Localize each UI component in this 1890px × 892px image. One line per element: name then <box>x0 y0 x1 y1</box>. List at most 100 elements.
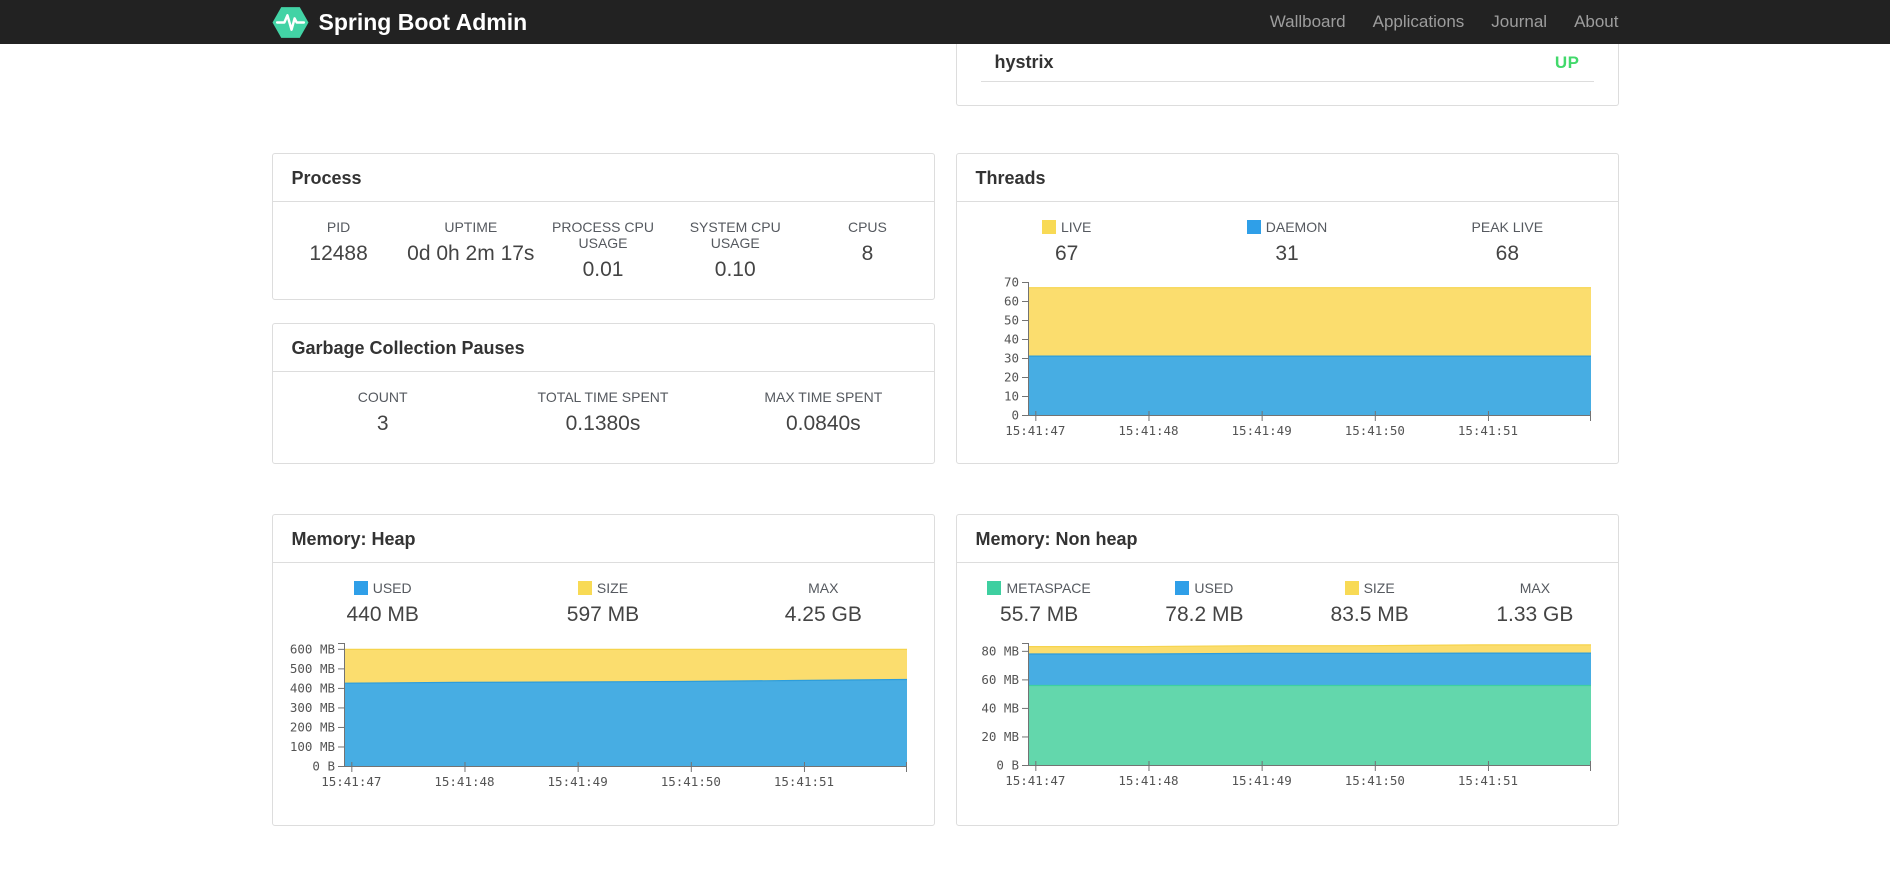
brand-logo-icon <box>272 6 308 38</box>
metric-label: CPUS <box>847 219 887 235</box>
legend-swatch-used <box>1175 581 1190 595</box>
metric-value: 68 <box>1495 242 1519 265</box>
row-memory: Memory: Heap USED 440 MB SIZE 597 MB MAX 4.25… <box>271 514 1619 826</box>
metric-value: 0.10 <box>714 258 756 281</box>
card-title: Process <box>272 154 934 202</box>
metric-system-cpu-usage: SYSTEM CPU USAGE 0.10 <box>669 219 801 283</box>
nav-item-journal[interactable]: Journal <box>1491 12 1548 31</box>
health-status-badge: UP <box>1554 53 1580 72</box>
metric-label: SYSTEM CPU USAGE <box>689 219 781 251</box>
metric-label: TOTAL TIME SPENT <box>537 389 669 405</box>
x-tick-label: 15:41:50 <box>1344 423 1404 438</box>
metric-max-time-spent: MAX TIME SPENT 0.0840s <box>713 389 933 437</box>
nav-item-applications[interactable]: Applications <box>1372 12 1465 31</box>
nav-links: Wallboard Applications Journal About <box>1270 12 1619 32</box>
legend-swatch-size <box>577 581 592 595</box>
memory-nonheap-chart: 0 B 20 MB 40 MB 60 MB 80 MB 15:41:47 15:41:48 1… <box>981 643 1591 788</box>
area-metaspace <box>1027 685 1591 765</box>
x-tick-label: 15:41:48 <box>434 774 494 789</box>
card-title: Memory: Heap <box>272 515 934 563</box>
x-tick-label: 15:41:51 <box>773 774 833 789</box>
metrics-row: METASPACE 55.7 MB USED 78.2 MB SIZE 83.5 MB MA… <box>957 563 1618 628</box>
metric-value: 83.5 MB <box>1330 603 1409 626</box>
metric-label: SIZE <box>1287 580 1452 596</box>
metric-value: 55.7 MB <box>1000 603 1079 626</box>
y-tick-label: 20 <box>1003 370 1018 385</box>
metric-label: UPTIME <box>444 219 498 235</box>
metric-label: METASPACE <box>957 580 1122 596</box>
nav-item-about[interactable]: About <box>1574 12 1619 31</box>
legend-swatch-metaspace <box>987 581 1002 595</box>
metric-used: USED 440 MB <box>273 580 493 628</box>
x-tick-label: 15:41:50 <box>1344 773 1404 788</box>
metrics-row: USED 440 MB SIZE 597 MB MAX 4.25 GB <box>273 563 934 628</box>
x-tick-label: 15:41:48 <box>1118 423 1178 438</box>
metric-label: MAX <box>808 580 839 596</box>
memory-nonheap-card: Memory: Non heap METASPACE 55.7 MB USED 78.… <box>955 514 1619 826</box>
brand[interactable]: Spring Boot Admin <box>272 6 527 39</box>
y-tick-label: 200 MB <box>289 719 334 734</box>
y-tick-label: 60 <box>1003 294 1018 309</box>
y-tick-label: 10 <box>1003 389 1018 404</box>
x-tick-label: 15:41:49 <box>1231 773 1291 788</box>
y-tick-label: 40 <box>1003 332 1018 347</box>
metric-max: MAX 1.33 GB <box>1452 580 1617 628</box>
memory-heap-card: Memory: Heap USED 440 MB SIZE 597 MB MAX 4.25… <box>271 514 935 826</box>
metric-value: 1.33 GB <box>1496 603 1574 626</box>
area-used <box>343 679 907 766</box>
card-title: Memory: Non heap <box>956 515 1618 563</box>
row-health: hystrix UP <box>272 44 1619 106</box>
metric-size: SIZE 597 MB <box>493 580 713 628</box>
x-tick-label: 15:41:48 <box>1118 773 1178 788</box>
legend-swatch-live <box>1041 220 1056 234</box>
metric-max: MAX 4.25 GB <box>713 580 933 628</box>
memory-heap-chart: 0 B 100 MB 200 MB 300 MB 400 MB 500 MB 600 MB 1… <box>289 641 907 789</box>
y-tick-label: 50 <box>1003 313 1018 328</box>
y-tick-label: 600 MB <box>289 641 334 656</box>
x-tick-label: 15:41:51 <box>1457 423 1517 438</box>
metric-daemon: DAEMON 31 <box>1177 219 1397 267</box>
metric-cpus: CPUS 8 <box>801 219 933 283</box>
metric-value: 8 <box>861 242 874 265</box>
metric-label: PID <box>326 219 351 235</box>
application-health-card: hystrix UP <box>955 44 1619 106</box>
card-title: Garbage Collection Pauses <box>272 324 934 372</box>
card-title: Threads <box>956 154 1618 202</box>
metric-value: 31 <box>1275 242 1299 265</box>
nav-item-wallboard[interactable]: Wallboard <box>1269 12 1346 31</box>
y-tick-label: 0 B <box>312 759 335 774</box>
x-tick-label: 15:41:51 <box>1457 773 1517 788</box>
y-tick-label: 80 MB <box>981 643 1019 658</box>
metric-pid: PID 12488 <box>273 219 405 283</box>
x-tick-label: 15:41:47 <box>321 774 381 789</box>
metric-metaspace: METASPACE 55.7 MB <box>957 580 1122 628</box>
metric-value: 67 <box>1054 242 1079 265</box>
metric-label: PROCESS CPU USAGE <box>552 219 654 251</box>
navbar: Spring Boot Admin Wallboard Applications J… <box>0 0 1890 44</box>
metric-value: 0.1380s <box>565 412 641 435</box>
y-tick-label: 100 MB <box>289 739 334 754</box>
metric-process-cpu-usage: PROCESS CPU USAGE 0.01 <box>537 219 669 283</box>
metric-used: USED 78.2 MB <box>1122 580 1287 628</box>
metric-label: MAX <box>1519 580 1551 596</box>
metric-count: COUNT 3 <box>273 389 493 437</box>
metric-value: 0.01 <box>582 258 624 281</box>
metric-total-time-spent: TOTAL TIME SPENT 0.1380s <box>493 389 713 437</box>
metrics-row: COUNT 3 TOTAL TIME SPENT 0.1380s MAX TIME SP… <box>273 372 934 437</box>
x-tick-label: 15:41:49 <box>547 774 607 789</box>
metric-value: 4.25 GB <box>784 603 862 626</box>
y-tick-label: 500 MB <box>289 661 334 676</box>
metric-label: SIZE <box>493 580 713 596</box>
metric-uptime: UPTIME 0d 0h 2m 17s <box>405 219 537 283</box>
metric-value: 78.2 MB <box>1165 603 1244 626</box>
gc-card: Garbage Collection Pauses COUNT 3 TOTAL TI… <box>271 323 935 464</box>
metric-label: USED <box>1122 580 1287 596</box>
y-tick-label: 40 MB <box>981 700 1019 715</box>
health-row-hystrix[interactable]: hystrix UP <box>980 44 1594 82</box>
metric-value: 0.0840s <box>785 412 861 435</box>
metric-label: LIVE <box>957 219 1177 235</box>
legend-swatch-size <box>1344 581 1359 595</box>
metric-label: DAEMON <box>1177 219 1397 235</box>
x-tick-label: 15:41:47 <box>1005 773 1065 788</box>
metric-size: SIZE 83.5 MB <box>1287 580 1452 628</box>
